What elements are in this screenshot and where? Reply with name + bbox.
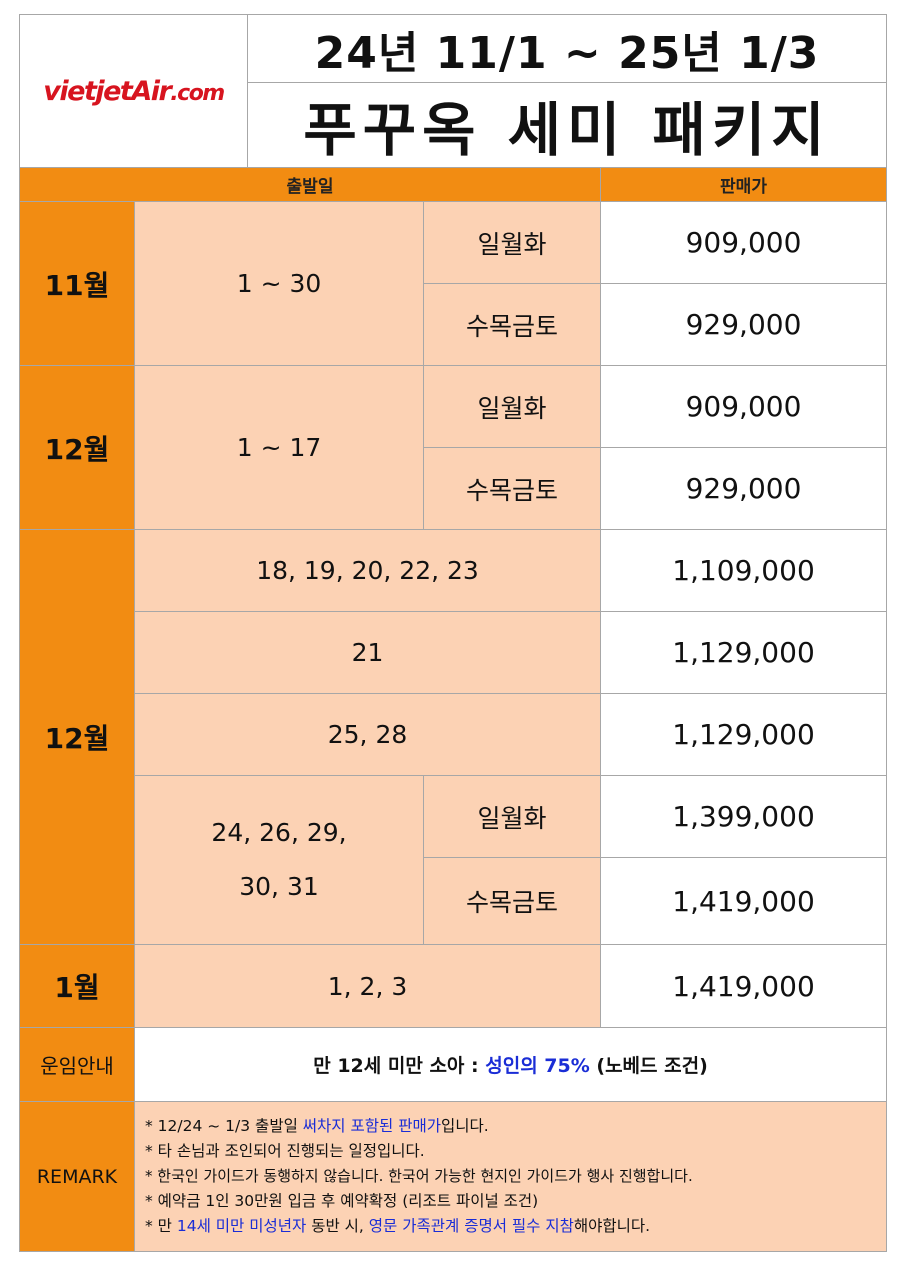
weekday-group: 일월화 [423,201,602,284]
weekday-group: 일월화 [423,775,602,858]
month-label: 12월 [19,365,135,530]
price-value: 1,129,000 [600,693,888,776]
departure-header: 출발일 [18,167,602,202]
remark-item: * 12/24 ~ 1/3 출발일 써차지 포함된 판매가입니다. [145,1117,489,1135]
date-range: 1 ~ 17 [133,365,425,530]
price-header: 판매가 [600,167,888,202]
date-list-line: 24, 26, 29, [211,818,347,847]
date-list: 24, 26, 29, 30, 31 [133,775,425,945]
date-list-line: 30, 31 [239,872,319,901]
price-sheet: vietjetAir.com 24년 11/1 ~ 25년 1/3 푸꾸옥 세미… [18,14,888,1252]
price-value: 1,129,000 [600,611,888,694]
package-title: 푸꾸옥 세미 패키지 [247,82,888,168]
date-list: 21 [133,611,602,694]
logo-cell: vietjetAir.com [18,14,249,168]
remark-item: * 만 14세 미만 미성년자 동반 시, 영문 가족관계 증명서 필수 지참해… [145,1217,651,1235]
price-table: vietjetAir.com 24년 11/1 ~ 25년 1/3 푸꾸옥 세미… [18,14,888,1252]
price-value: 929,000 [600,283,888,366]
price-value: 929,000 [600,447,888,530]
weekday-group: 수목금토 [423,857,602,945]
price-value: 1,109,000 [600,529,888,612]
remark-label: REMARK [19,1101,135,1252]
remark-item: * 타 손님과 조인되어 진행되는 일정입니다. [145,1142,425,1160]
fare-highlight: 성인의 75% [485,1055,590,1077]
remark-notes: * 12/24 ~ 1/3 출발일 써차지 포함된 판매가입니다. * 타 손님… [133,1101,888,1252]
remark-item: * 한국인 가이드가 동행하지 않습니다. 한국어 가능한 현지인 가이드가 행… [145,1167,693,1185]
month-label: 11월 [19,201,135,366]
price-value: 909,000 [600,201,888,284]
fare-info-label: 운임안내 [19,1027,135,1102]
date-range: 1 ~ 30 [133,201,425,366]
weekday-group: 수목금토 [423,283,602,366]
price-value: 1,419,000 [600,944,888,1028]
date-list: 1, 2, 3 [133,944,602,1028]
date-list: 18, 19, 20, 22, 23 [133,529,602,612]
weekday-group: 수목금토 [423,447,602,530]
month-label: 1월 [19,944,135,1028]
fare-info-text: 만 12세 미만 소아 : 성인의 75% (노베드 조건) [133,1027,888,1102]
vietjet-logo: vietjetAir.com [43,75,225,107]
period-heading: 24년 11/1 ~ 25년 1/3 [247,14,888,83]
date-list: 25, 28 [133,693,602,776]
price-value: 1,419,000 [600,857,888,945]
price-value: 909,000 [600,365,888,448]
price-value: 1,399,000 [600,775,888,858]
weekday-group: 일월화 [423,365,602,448]
remark-item: * 예약금 1인 30만원 입금 후 예약확정 (리조트 파이널 조건) [145,1192,539,1210]
month-label: 12월 [19,529,135,945]
